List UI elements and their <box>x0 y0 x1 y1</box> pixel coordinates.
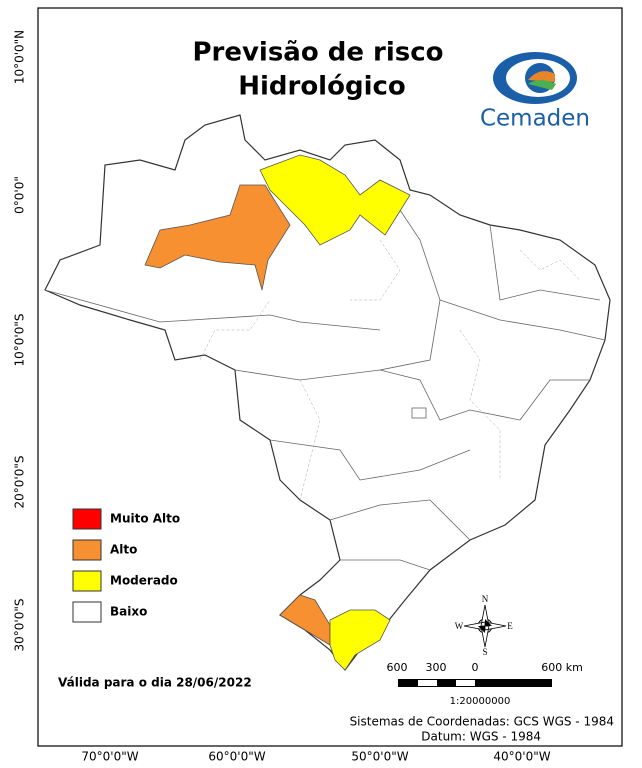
scale-ratio: 1:20000000 <box>450 696 511 707</box>
legend-swatch <box>72 570 102 592</box>
lat-label: 30°0'0"S <box>13 599 27 652</box>
risk-region-alto <box>144 184 291 291</box>
risk-region-moderado <box>259 154 411 246</box>
risk-region-moderado <box>329 609 391 671</box>
legend-swatch <box>72 601 102 623</box>
state-border <box>269 439 471 481</box>
scale-bar: 600 300 0 600 km 1:20000000 <box>387 661 583 707</box>
lon-label: 40°0'0"W <box>493 750 550 764</box>
map-title: Previsão de risco <box>192 38 443 68</box>
datum: Datum: WGS - 1984 <box>421 730 541 744</box>
federal-district <box>411 407 427 419</box>
lat-label: 0°0'0" <box>13 176 27 214</box>
legend: Muito Alto Alto Moderado Baixo <box>72 508 180 623</box>
lon-label: 50°0'0"W <box>351 750 408 764</box>
state-border <box>489 224 601 301</box>
legend-swatch <box>72 539 102 561</box>
logo-text: Cemaden <box>480 106 590 132</box>
municipal-border <box>299 379 321 501</box>
lon-label: 60°0'0"W <box>208 750 265 764</box>
lat-label: 20°0'0"S <box>13 456 27 509</box>
compass-label: E <box>507 621 513 631</box>
north-arrow: N S E W <box>455 594 514 657</box>
scale-label: 300 <box>426 661 447 674</box>
legend-swatch <box>72 508 102 530</box>
state-border <box>44 289 381 331</box>
state-border <box>439 299 606 341</box>
lon-label: 70°0'0"W <box>81 750 138 764</box>
municipal-border <box>199 299 271 361</box>
validity-date: Válida para o dia 28/06/2022 <box>58 676 252 690</box>
compass-label: N <box>482 594 489 604</box>
map-title: Hidrológico <box>238 72 406 102</box>
logo: Cemaden <box>480 52 590 132</box>
scale-label: 0 <box>472 661 479 674</box>
state-border <box>519 379 590 421</box>
lat-label: 10°0'0"N <box>13 30 27 84</box>
municipal-border <box>350 239 401 301</box>
lat-label: 10°0'0"S <box>13 314 27 367</box>
compass-label: W <box>455 621 464 631</box>
state-border <box>329 499 471 541</box>
legend-label: Muito Alto <box>110 512 180 526</box>
state-border <box>340 559 431 571</box>
legend-label: Baixo <box>110 605 147 619</box>
scale-label: 600 <box>387 661 408 674</box>
legend-label: Alto <box>110 543 137 557</box>
scale-label: 600 km <box>541 661 583 674</box>
compass-label: S <box>482 647 487 657</box>
coordinate-system: Sistemas de Coordenadas: GCS WGS - 1984 <box>350 715 614 729</box>
legend-label: Moderado <box>110 574 178 588</box>
municipal-border <box>459 329 501 480</box>
